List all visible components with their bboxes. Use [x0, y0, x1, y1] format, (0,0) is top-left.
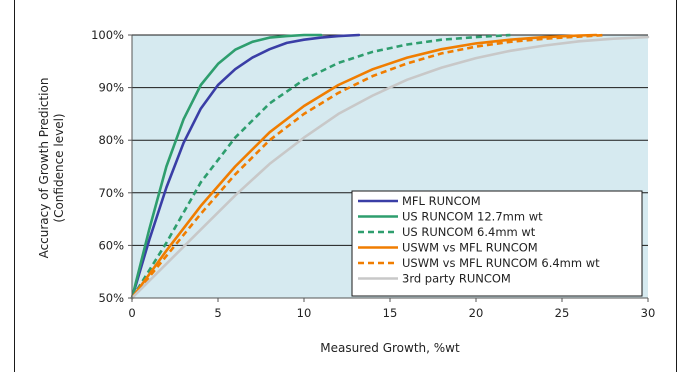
y-tick-label: 90% [98, 81, 124, 95]
series-line-6 [130, 35, 650, 300]
legend-label: USWM vs MFL RUNCOM 6.4mm wt [402, 256, 600, 270]
x-tick-label: 15 [383, 306, 398, 320]
y-tick-label: 50% [98, 291, 124, 305]
chart-frame [14, 0, 677, 372]
x-axis-label: Measured Growth, %wt [320, 341, 460, 355]
y-tick-label: 80% [98, 133, 124, 147]
y-tick-label: 70% [98, 186, 124, 200]
series-line-1 [130, 33, 361, 300]
series-line-2 [130, 33, 323, 300]
y-axis-label-line-2: (Confidence level) [52, 113, 66, 222]
x-tick-label: 0 [128, 306, 135, 320]
x-tick-label: 30 [641, 306, 656, 320]
legend-label: 3rd party RUNCOM [402, 272, 511, 286]
series-lines [130, 33, 650, 300]
series-line-3 [130, 33, 511, 299]
x-tick-label: 5 [214, 306, 221, 320]
x-tick-label: 10 [297, 306, 312, 320]
series-line-5 [130, 33, 606, 299]
y-tick-label: 100% [91, 28, 124, 42]
x-tick-label: 20 [469, 306, 484, 320]
legend-label: USWM vs MFL RUNCOM [402, 241, 538, 255]
legend-label: US RUNCOM 6.4mm wt [402, 225, 536, 239]
y-tick-label: 60% [98, 238, 124, 252]
legend-box [351, 190, 643, 297]
y-axis-label-line-1: Accuracy of Growth Prediction [37, 78, 51, 259]
series-line-4 [130, 33, 598, 300]
legend-label: MFL RUNCOM [402, 194, 481, 208]
x-tick-label: 25 [555, 306, 570, 320]
legend-label: US RUNCOM 12.7mm wt [402, 210, 543, 224]
tick-labels: 0 5 10 15 20 25 30 50% 60% 70% 80% 90% 100% [91, 28, 655, 320]
